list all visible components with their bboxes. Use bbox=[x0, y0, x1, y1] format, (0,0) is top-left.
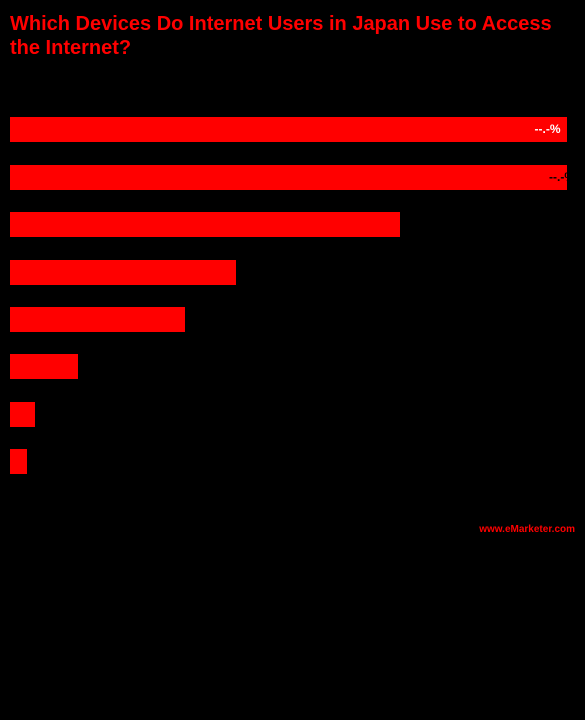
row-label: Computer at home bbox=[10, 148, 575, 162]
chart-subtitle: % of respondents, 2016 bbox=[10, 64, 575, 79]
corner-mark bbox=[569, 16, 575, 22]
bar bbox=[10, 402, 35, 427]
bar-wrap bbox=[10, 307, 575, 332]
bar-value: --.-% bbox=[549, 165, 575, 190]
bar bbox=[10, 212, 400, 237]
bar: --.-% bbox=[10, 117, 567, 142]
chart-title: Which Devices Do Internet Users in Japan… bbox=[10, 12, 575, 60]
bar-wrap bbox=[10, 402, 575, 427]
bar-wrap bbox=[10, 212, 575, 237]
chart-code: ------ bbox=[10, 524, 30, 535]
row-label: Smartphone bbox=[10, 101, 575, 115]
chart-notes: Note: ages 6+; in the past year; *exclud… bbox=[10, 488, 575, 501]
bar-chart: Smartphone --.-% Computer at home --.-% Tabl… bbox=[10, 101, 575, 474]
bar bbox=[10, 449, 27, 474]
bar-wrap bbox=[10, 260, 575, 285]
chart-row: Tablet bbox=[10, 196, 575, 237]
site-label: www.eMarketer.com bbox=[479, 524, 575, 535]
chart-row: Computer at home --.-% bbox=[10, 148, 575, 189]
chart-container: Which Devices Do Internet Users in Japan… bbox=[0, 0, 585, 547]
bar-wrap bbox=[10, 449, 575, 474]
chart-row: Other bbox=[10, 433, 575, 474]
chart-row: Smartphone --.-% bbox=[10, 101, 575, 142]
row-label: TV with internet capabilities bbox=[10, 291, 575, 305]
chart-row: Home game console bbox=[10, 385, 575, 426]
bar bbox=[10, 260, 236, 285]
bar-wrap: --.-% bbox=[10, 117, 575, 142]
bar bbox=[10, 307, 185, 332]
bar bbox=[10, 354, 78, 379]
bar-wrap: --.-% bbox=[10, 165, 575, 190]
row-label: Tablet bbox=[10, 196, 575, 210]
chart-source: Source: Ministry of Internal Affairs and… bbox=[10, 505, 575, 516]
chart-row: Computer outside of home bbox=[10, 243, 575, 284]
chart-row: TV with internet capabilities bbox=[10, 291, 575, 332]
footer-row: ------ www.eMarketer.com bbox=[10, 524, 575, 535]
bar-wrap bbox=[10, 354, 575, 379]
row-label: Mobile phone (including PHS)* bbox=[10, 338, 575, 352]
bar bbox=[10, 165, 567, 190]
row-label: Other bbox=[10, 433, 575, 447]
row-label: Home game console bbox=[10, 385, 575, 399]
bar-value: --.-% bbox=[535, 117, 561, 142]
chart-row: Mobile phone (including PHS)* bbox=[10, 338, 575, 379]
row-label: Computer outside of home bbox=[10, 243, 575, 257]
